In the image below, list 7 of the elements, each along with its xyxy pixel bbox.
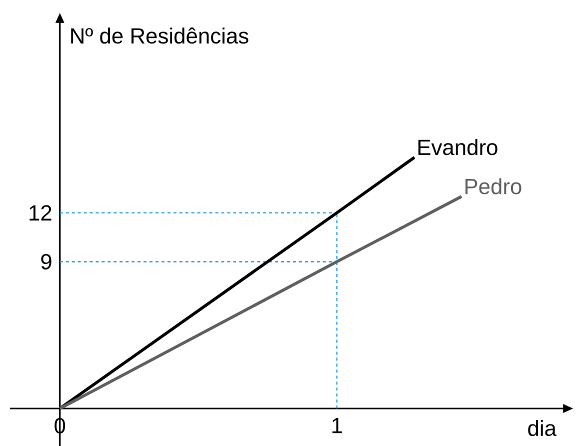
x-axis-title: dia <box>528 420 556 436</box>
x-tick-label: 1 <box>332 418 342 434</box>
series-label: Evandro <box>418 139 498 156</box>
y-tick-label: 9 <box>41 254 52 270</box>
y-axis-title: Nº de Residências <box>71 28 248 44</box>
y-tick-label: 12 <box>30 205 52 220</box>
series-label: Pedro <box>466 178 522 194</box>
